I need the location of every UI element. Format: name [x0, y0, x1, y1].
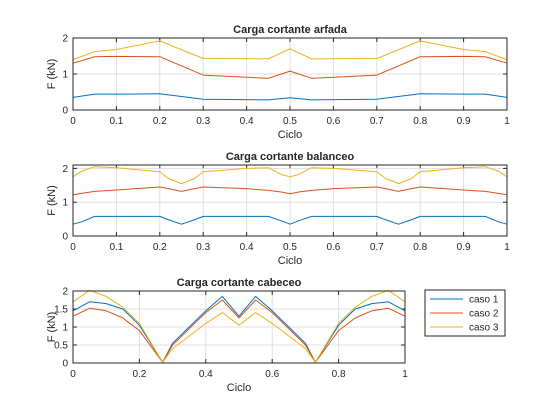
chart-0-y-tick-label: 1	[62, 70, 68, 81]
chart-1-axes-box	[72, 164, 508, 237]
chart-1-series-3-line	[72, 166, 508, 185]
chart-2-x-axis-label: Ciclo	[227, 382, 251, 394]
chart-0-y-tick-label: 2	[62, 34, 68, 45]
chart-1-x-tick-label: 0.8	[413, 242, 427, 253]
chart-1-x-tick-label: 0.4	[240, 242, 254, 253]
chart-0-x-tick-label: 0.9	[457, 116, 471, 127]
chart-1-y-tick-label: 2	[62, 164, 68, 175]
chart-0-axes-box	[72, 37, 508, 111]
chart-0-x-tick-label: 0.6	[326, 116, 340, 127]
chart-1-x-tick-label: 0.3	[196, 242, 210, 253]
chart-1-x-tick-label: 0.6	[326, 242, 340, 253]
chart-0-x-tick-label: 0.2	[153, 116, 167, 127]
legend-label-1: caso 1	[469, 295, 499, 306]
chart-0-x-tick-label: 1	[504, 116, 510, 127]
chart-2-y-axis-label: F (kN)	[46, 312, 58, 343]
chart-0-series-1-line	[72, 93, 508, 101]
chart-2-x-tick-label: 1	[402, 369, 408, 380]
chart-2-x-tick-label: 0.6	[265, 369, 279, 380]
chart-1-y-tick-label: 1	[62, 198, 68, 209]
chart-2-x-tick-label: 0	[70, 369, 76, 380]
chart-0-title: Carga cortante arfada	[233, 24, 348, 36]
chart-1-series-1-line	[72, 215, 508, 225]
chart-2-axes-box	[72, 290, 406, 364]
chart-2-y-tick-label: 2	[62, 287, 68, 298]
chart-0-x-axis-label: Ciclo	[278, 129, 302, 141]
chart-2-series-3-line	[72, 289, 406, 363]
chart-0-x-tick-label: 0.3	[196, 116, 210, 127]
chart-1-x-tick-label: 0	[70, 242, 76, 253]
chart-1-x-tick-label: 0.9	[457, 242, 471, 253]
chart-0-y-tick-label: 0	[62, 106, 68, 117]
chart-2-y-tick-label: 1.5	[54, 305, 68, 316]
chart-0-x-tick-label: 0.1	[109, 116, 123, 127]
chart-2-series-1-line	[72, 295, 406, 363]
chart-0-series-2-line	[72, 55, 508, 79]
legend-label-2: caso 2	[469, 309, 499, 320]
chart-0-x-tick-label: 0.8	[413, 116, 427, 127]
chart-2-x-tick-label: 0.4	[199, 369, 213, 380]
chart-1-x-tick-label: 0.7	[370, 242, 384, 253]
legend-label-3: caso 3	[469, 323, 499, 334]
chart-1-x-tick-label: 1	[504, 242, 510, 253]
chart-1-title: Carga cortante balanceo	[226, 151, 355, 163]
chart-1-x-tick-label: 0.1	[109, 242, 123, 253]
chart-0-series-3-line	[72, 40, 508, 61]
chart-0-x-tick-label: 0.7	[370, 116, 384, 127]
chart-2-y-tick-label: 0	[62, 359, 68, 370]
chart-2-title: Carga cortante cabeceo	[177, 277, 302, 289]
chart-1-series-2-line	[72, 186, 508, 196]
chart-0-x-tick-label: 0.4	[240, 116, 254, 127]
chart-0-y-axis-label: F (kN)	[46, 59, 58, 90]
chart-2-y-tick-label: 1	[62, 323, 68, 334]
chart-1-x-tick-label: 0.2	[153, 242, 167, 253]
chart-0-x-tick-label: 0	[70, 116, 76, 127]
chart-1-x-axis-label: Ciclo	[278, 255, 302, 267]
chart-2-y-tick-label: 0.5	[54, 341, 68, 352]
chart-1-y-tick-label: 0	[62, 232, 68, 243]
chart-0-x-tick-label: 0.5	[283, 116, 297, 127]
chart-1-y-axis-label: F (kN)	[46, 185, 58, 216]
chart-2-x-tick-label: 0.2	[132, 369, 146, 380]
chart-1-x-tick-label: 0.5	[283, 242, 297, 253]
chart-2-series-2-line	[72, 299, 406, 363]
chart-2-x-tick-label: 0.8	[332, 369, 346, 380]
